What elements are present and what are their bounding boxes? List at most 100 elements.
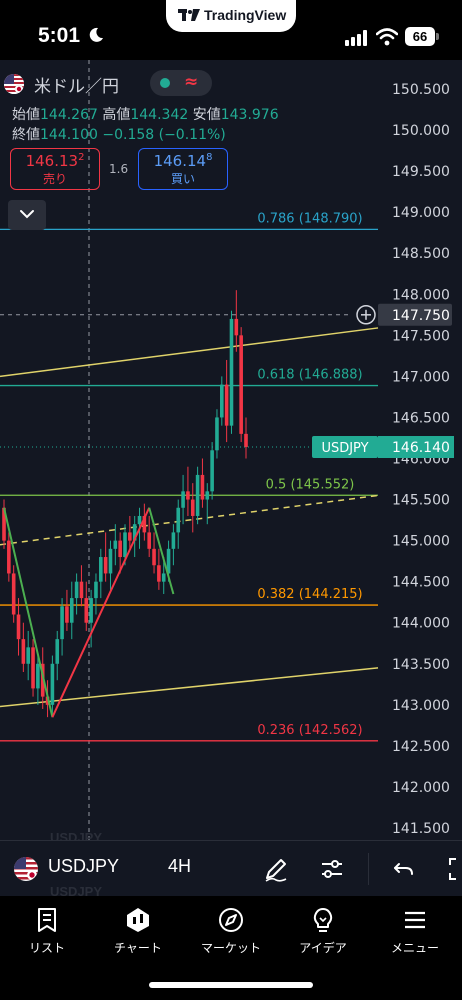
home-indicator: [149, 982, 313, 988]
candle-body: [16, 614, 21, 640]
buy-price-sup: 8: [206, 152, 213, 163]
candle-body: [229, 318, 234, 426]
candle-body: [60, 606, 64, 640]
chart-area[interactable]: 0.786 (148.790) 0.618 (146.888) 0.5 (145.5…: [0, 60, 462, 840]
price-axis-tick: 150.000: [392, 123, 450, 139]
price-chart[interactable]: 0.786 (148.790) 0.618 (146.888) 0.5 (145.5…: [0, 60, 462, 840]
buy-label: 買い: [170, 172, 195, 186]
high-value: 144.342: [130, 107, 189, 123]
crosshair-price-box: [378, 303, 452, 326]
price-axis-tick: 147.000: [392, 369, 450, 385]
candle-body: [244, 433, 248, 448]
moon-icon: [89, 27, 103, 42]
candle-body: [69, 598, 74, 623]
candle-body: [21, 639, 26, 664]
buy-button[interactable]: 146.148 買い: [138, 148, 228, 190]
candle-body: [166, 548, 171, 574]
candle-body: [132, 524, 137, 541]
candle-body: [152, 548, 156, 566]
price-axis-tick: 142.000: [392, 780, 450, 796]
candle-body: [50, 663, 55, 705]
candle-body: [7, 540, 11, 574]
us-japan-flag-icon: [4, 74, 24, 94]
tradingview-badge: TradingView: [166, 0, 296, 32]
price-axis-tick: 149.000: [392, 205, 450, 221]
price-axis-tick: 148.500: [392, 246, 450, 262]
candle-body: [26, 647, 30, 664]
symbol-name[interactable]: 米ドル／円: [34, 77, 119, 97]
nav-label-chart: チャート: [114, 941, 162, 955]
candle-body: [137, 515, 142, 525]
candle-body: [205, 491, 210, 500]
candle-body: [186, 491, 190, 500]
open-value: 144.267: [40, 107, 98, 123]
indicators-sliders-icon[interactable]: [318, 855, 346, 883]
last-price-box: [378, 436, 454, 459]
candle-body: [40, 663, 45, 697]
market-open-dot-icon: [160, 78, 170, 88]
nav-label-ideas: アイデア: [299, 941, 347, 955]
fib-label: 0.382 (144.215): [257, 587, 362, 602]
nav-item-market[interactable]: マーケット: [186, 906, 276, 956]
open-label: 始値: [12, 107, 40, 123]
collapse-legend-button[interactable]: [8, 200, 46, 230]
price-axis-tick: 148.000: [392, 287, 450, 303]
sell-label: 売り: [42, 172, 67, 186]
market-status-pill[interactable]: ≈: [150, 70, 212, 96]
ohlc-row-1: 始値144.267 高値144.342 安値143.976: [12, 104, 279, 124]
price-axis-tick: 149.500: [392, 164, 450, 180]
lightbulb-icon: [313, 908, 333, 932]
trendline-upper: [0, 327, 379, 378]
price-axis-tick: 141.500: [392, 821, 450, 837]
zigzag-segment: [148, 507, 175, 595]
chart-icon: [127, 908, 149, 932]
toolbar-divider: [368, 853, 369, 885]
candle-body: [108, 548, 113, 574]
price-axis-tick: 142.500: [392, 739, 450, 755]
toolbar-timeframe[interactable]: 4H: [168, 856, 192, 876]
sell-price: 146.132: [11, 152, 99, 170]
candle-body: [224, 384, 229, 426]
status-bar: 5:01 TradingView 66: [0, 0, 462, 60]
candle-body: [99, 557, 103, 582]
candle-body: [128, 532, 132, 541]
fullscreen-icon[interactable]: [444, 855, 462, 883]
fib-label: 0.5 (145.552): [266, 477, 355, 492]
toolbar-symbol[interactable]: USDJPY: [48, 856, 120, 876]
price-axis-tick: 145.000: [392, 534, 450, 550]
high-label: 高値: [102, 107, 131, 123]
last-price-symbol-box: [312, 436, 378, 459]
fib-label: 0.618 (146.888): [257, 368, 362, 383]
candle-body: [89, 598, 93, 623]
candle-body: [118, 540, 122, 558]
drawing-pen-icon[interactable]: [262, 855, 290, 883]
close-label: 終値: [12, 127, 40, 143]
candle-body: [157, 565, 161, 582]
trendline-middle-dashed: [0, 494, 379, 546]
price-axis-tick: 143.000: [392, 698, 450, 714]
price-axis-tick: 146.500: [392, 410, 450, 426]
price-axis-tick: 147.500: [392, 328, 450, 344]
undo-icon[interactable]: [390, 855, 418, 883]
crosshair-price-label: 147.750: [392, 308, 450, 324]
tradingview-label: TradingView: [204, 7, 287, 23]
trendline-lower: [0, 667, 379, 708]
tradingview-logo-icon: [178, 9, 200, 21]
sell-button[interactable]: 146.132 売り: [10, 148, 100, 190]
nav-item-menu[interactable]: メニュー: [370, 906, 460, 956]
nav-item-list[interactable]: リスト: [2, 906, 92, 956]
price-axis-tick: 144.000: [392, 616, 450, 632]
symbol-flag-icon[interactable]: [14, 857, 38, 881]
change-value: −0.158 (−0.11%): [102, 127, 226, 143]
low-value: 143.976: [220, 107, 279, 123]
ohlc-row-2: 終値144.100 −0.158 (−0.11%): [12, 124, 226, 144]
nav-item-chart[interactable]: チャート: [93, 906, 183, 956]
candle-body: [200, 474, 205, 500]
candle-body: [65, 606, 69, 623]
buy-price: 146.148: [139, 152, 227, 170]
candle-body: [210, 450, 214, 492]
nav-item-ideas[interactable]: アイデア: [278, 906, 368, 956]
candle-body: [123, 532, 127, 558]
candle-body: [171, 532, 176, 549]
last-price-symbol: USDJPY: [321, 441, 368, 456]
